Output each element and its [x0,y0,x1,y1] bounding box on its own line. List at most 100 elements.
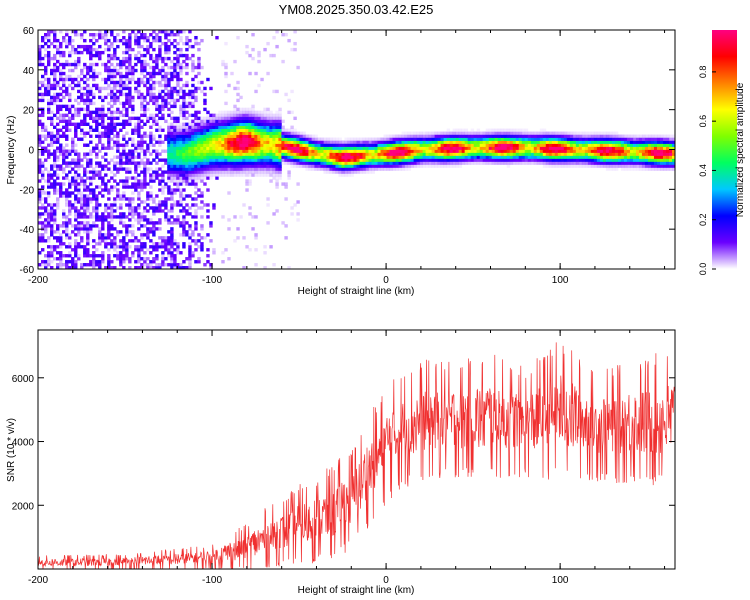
heatmap-cell [431,131,436,135]
heatmap-cell [128,44,132,49]
heatmap-cell [68,110,72,115]
heatmap-cell [257,122,261,126]
heatmap-cell [323,155,327,159]
heatmap-cell [266,167,270,171]
heatmap-cell [113,80,117,85]
heatmap-cell [74,227,78,231]
heatmap-cell [332,167,336,171]
heatmap-cell [386,152,390,156]
heatmap-cell [68,185,72,189]
heatmap-cell [560,155,565,159]
heatmap-cell [209,128,213,132]
heatmap-cell [56,98,60,103]
heatmap-cell [200,152,204,156]
heatmap-cell [260,122,264,126]
heatmap-cell [89,170,93,174]
heatmap-cell [344,167,348,171]
heatmap-cell [374,164,378,168]
heatmap-cell [536,152,541,156]
heatmap-cell [122,107,126,112]
heatmap-cell [47,221,51,225]
heatmap-cell [179,95,183,100]
heatmap-cell [95,260,99,264]
heatmap-cell [38,86,42,91]
heatmap-cell [179,107,183,112]
heatmap-cell [116,188,120,192]
heatmap-cell [278,116,282,121]
heatmap-cell [632,152,637,156]
heatmap-cell [56,95,60,100]
heatmap-cell [62,80,66,85]
heatmap-cell [83,131,87,135]
heatmap-cell [56,206,60,210]
heatmap-cell [443,164,448,168]
heatmap-cell [188,206,192,210]
heatmap-cell [95,224,99,228]
heatmap-cell [500,152,505,156]
heatmap-cell [149,251,153,255]
heatmap-cell [131,182,135,186]
heatmap-cell [380,140,384,144]
heatmap-cell [428,161,433,165]
heatmap-cell [188,119,192,124]
heatmap-cell [179,224,183,228]
heatmap-cell [44,92,48,97]
heatmap-cell [215,167,219,171]
heatmap-cell [464,128,469,132]
heatmap-cell [188,266,192,269]
heatmap-cell [110,80,114,85]
heatmap-cell [302,131,306,135]
heatmap-cell [146,230,150,234]
heatmap-cell [104,182,108,186]
heatmap-cell [266,197,270,201]
heatmap-cell [110,209,114,213]
heatmap-cell [62,104,66,109]
heatmap-cell [107,230,111,234]
heatmap-cell [77,107,81,112]
heatmap-cell [662,140,667,144]
heatmap-cell [143,32,147,37]
heatmap-cell [332,143,336,147]
heatmap-cell [497,128,502,132]
heatmap-cell [596,137,601,141]
heatmap-cell [167,71,171,76]
heatmap-cell [272,164,276,168]
heatmap-cell [137,143,141,147]
heatmap-cell [236,86,240,91]
heatmap-cell [71,50,75,55]
heatmap-cell [314,134,318,138]
heatmap-cell [158,206,162,210]
heatmap-cell [200,161,204,165]
heatmap-cell [38,62,42,67]
heatmap-cell [191,197,195,201]
heatmap-cell [644,155,649,159]
heatmap-cell [47,131,51,135]
heatmap-cell [149,134,153,138]
heatmap-cell [110,218,114,222]
heatmap-cell [185,125,189,129]
heatmap-cell [68,206,72,210]
heatmap-cell [632,143,637,147]
heatmap-cell [50,122,54,126]
heatmap-cell [386,158,390,162]
heatmap-cell [329,152,333,156]
heatmap-cell [515,149,520,153]
heatmap-cell [245,164,249,168]
heatmap-cell [377,161,381,165]
heatmap-cell [353,155,357,159]
heatmap-cell [272,125,276,129]
heatmap-cell [80,44,84,49]
heatmap-cell [170,242,174,246]
heatmap-cell [266,143,270,147]
heatmap-cell [143,68,147,73]
heatmap-cell [62,215,66,219]
heatmap-cell [167,191,171,195]
heatmap-cell [185,56,189,61]
heatmap-cell [41,92,45,97]
heatmap-cell [221,110,225,115]
heatmap-cell [116,137,120,141]
heatmap-cell [176,176,180,180]
heatmap-cell [209,155,213,159]
heatmap-cell [596,149,601,153]
heatmap-cell [107,257,111,261]
